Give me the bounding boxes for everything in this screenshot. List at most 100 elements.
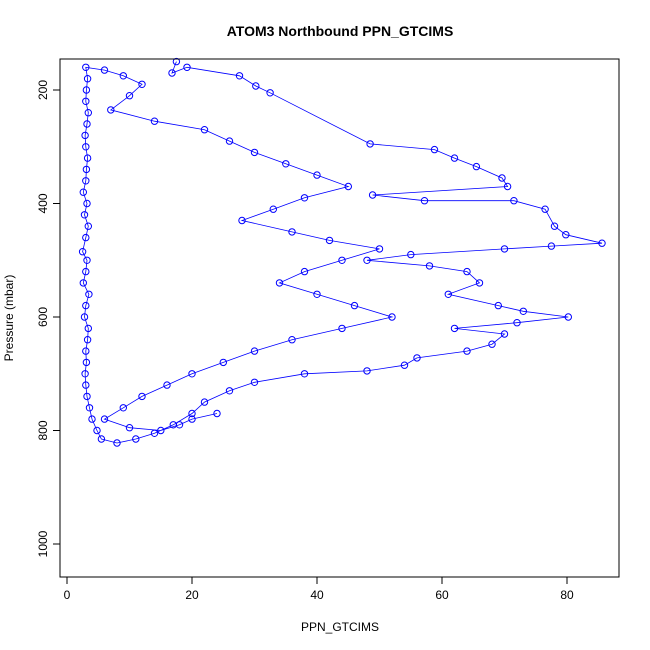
data-point <box>550 222 559 230</box>
data-point <box>430 145 439 154</box>
data-point <box>188 415 196 423</box>
data-point <box>83 154 92 162</box>
data-point <box>100 415 109 423</box>
y-tick-label: 1000 <box>36 530 50 557</box>
data-point <box>350 301 359 310</box>
data-point <box>472 162 481 171</box>
y-axis: 200 400 600 800 1000 <box>36 80 60 557</box>
data-point <box>213 409 221 418</box>
data-point <box>163 381 171 389</box>
data-point <box>510 197 518 205</box>
y-tick-label: 400 <box>36 193 50 213</box>
data-point <box>125 92 134 100</box>
data-point <box>219 358 228 367</box>
data-point <box>238 216 246 225</box>
data-point <box>547 242 556 250</box>
series-line <box>82 61 603 444</box>
data-point <box>82 165 91 174</box>
data-point <box>97 435 106 443</box>
data-point <box>82 233 90 242</box>
data-point <box>444 290 452 298</box>
data-point <box>82 358 91 367</box>
data-point <box>400 361 409 369</box>
data-point <box>188 409 196 418</box>
data-point <box>84 222 93 230</box>
x-tick-label: 40 <box>310 588 324 602</box>
data-point <box>200 126 209 134</box>
data-point <box>275 279 284 287</box>
data-point <box>250 378 259 386</box>
x-tick-label: 80 <box>560 588 574 602</box>
data-point <box>82 267 90 276</box>
data-point <box>82 301 90 310</box>
data-point <box>363 256 371 264</box>
data-point <box>119 72 128 80</box>
data-point <box>313 290 321 298</box>
data-point <box>82 347 90 355</box>
data-point <box>450 154 459 162</box>
data-point <box>82 177 90 185</box>
data-point <box>84 324 93 333</box>
data-point <box>325 236 334 245</box>
data-point <box>79 188 88 196</box>
data-point <box>119 404 128 412</box>
data-point <box>82 63 90 72</box>
data-point <box>463 267 471 276</box>
data-point <box>269 205 277 213</box>
plot-points <box>78 57 606 447</box>
data-point <box>85 290 93 298</box>
data-point <box>388 313 396 321</box>
x-axis: 0 20 40 60 80 <box>64 577 574 602</box>
data-point <box>107 106 115 114</box>
data-point <box>407 250 415 259</box>
data-point <box>138 392 146 401</box>
data-point <box>132 435 140 443</box>
data-point <box>80 211 89 219</box>
data-point <box>172 57 181 66</box>
data-point <box>83 392 91 401</box>
data-point <box>150 429 159 437</box>
data-point <box>450 324 459 333</box>
data-point <box>88 415 96 423</box>
data-point <box>252 82 260 90</box>
data-point <box>83 75 92 83</box>
data-point <box>494 301 502 310</box>
data-point <box>200 398 209 406</box>
data-point <box>81 131 89 140</box>
data-point <box>498 174 506 182</box>
data-point <box>368 191 377 199</box>
data-point <box>225 137 234 145</box>
y-tick-label: 600 <box>36 307 50 327</box>
data-point <box>488 340 496 348</box>
data-point <box>250 148 259 157</box>
data-point <box>562 231 570 239</box>
data-point <box>82 97 90 106</box>
data-point <box>338 256 346 264</box>
data-point <box>82 86 91 94</box>
x-axis-label: PPN_GTCIMS <box>301 620 379 634</box>
data-point <box>85 404 94 412</box>
data-point <box>250 347 259 355</box>
data-point <box>82 143 90 151</box>
data-point <box>503 182 512 191</box>
x-tick-label: 0 <box>64 588 71 602</box>
data-point <box>113 439 121 447</box>
data-point <box>83 120 91 128</box>
data-point <box>175 421 184 429</box>
data-point <box>425 262 434 270</box>
data-point <box>183 63 191 72</box>
data-point <box>100 66 109 74</box>
data-point <box>338 324 346 333</box>
data-point <box>157 426 165 435</box>
y-axis-label: Pressure (mbar) <box>2 275 16 362</box>
x-tick-label: 20 <box>185 588 199 602</box>
data-point <box>366 140 374 148</box>
data-point <box>300 194 309 202</box>
data-point <box>93 426 101 435</box>
data-point <box>235 72 244 80</box>
data-point <box>168 69 176 77</box>
x-tick-label: 60 <box>435 588 449 602</box>
data-point <box>138 80 146 89</box>
y-tick-label: 200 <box>36 80 50 100</box>
data-point <box>188 370 196 378</box>
